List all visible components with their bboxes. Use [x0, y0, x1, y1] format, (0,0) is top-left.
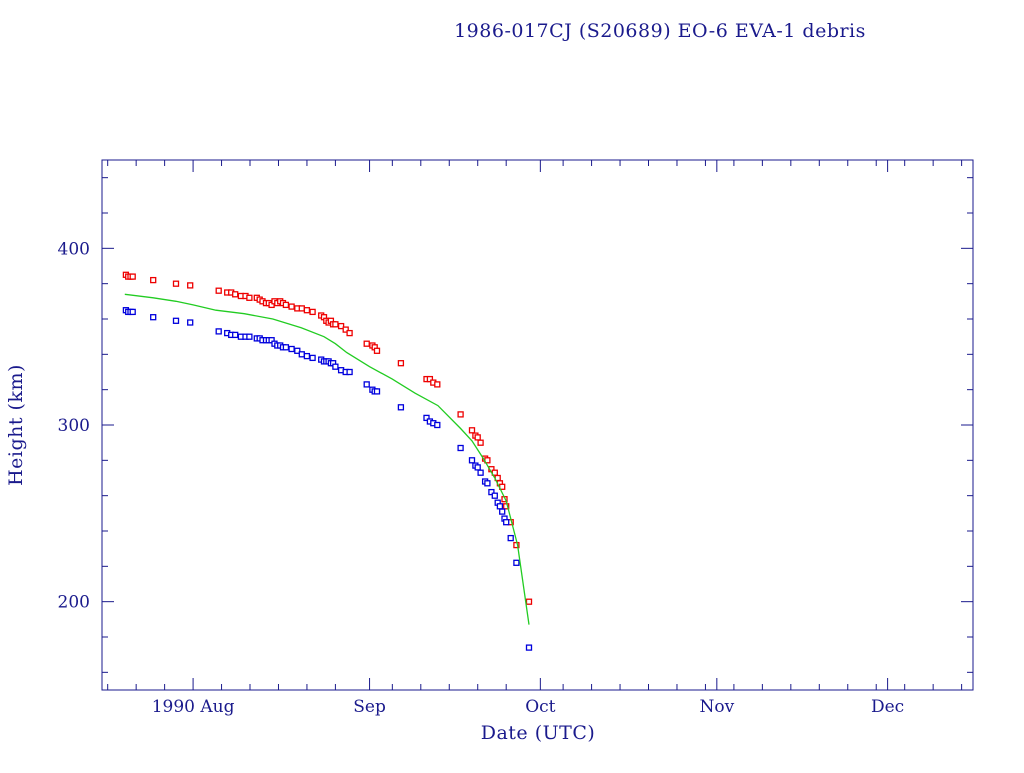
x-axis-label: Date (UTC)	[481, 722, 596, 744]
data-point-apogee	[503, 503, 510, 510]
data-point-perigee	[484, 480, 491, 487]
x-tick-label: 1990 Aug	[152, 697, 235, 717]
series-perigee	[122, 307, 533, 651]
data-point-perigee	[246, 333, 253, 340]
data-point-perigee	[363, 381, 370, 388]
y-tick-label: 400	[58, 239, 90, 259]
data-point-apogee	[346, 329, 353, 337]
series-layer	[122, 271, 533, 651]
data-point-perigee	[499, 508, 506, 515]
data-point-perigee	[525, 644, 533, 651]
data-point-perigee	[288, 345, 295, 353]
y-axis-label: Height (km)	[5, 364, 27, 486]
data-point-apogee	[150, 276, 157, 284]
data-point-perigee	[309, 354, 316, 362]
x-tick-label: Sep	[353, 697, 386, 717]
data-point-perigee	[513, 559, 520, 566]
data-point-apogee	[342, 326, 349, 333]
data-point-apogee	[303, 307, 311, 314]
data-point-apogee	[232, 291, 239, 298]
data-point-perigee	[232, 331, 239, 339]
data-point-apogee	[363, 340, 370, 347]
axis-ticks	[102, 160, 973, 690]
data-point-perigee	[298, 351, 305, 358]
x-tick-label: Nov	[699, 697, 734, 717]
data-point-apogee	[474, 434, 481, 441]
data-point-apogee	[397, 360, 405, 367]
chart-title: 1986-017CJ (S20689) EO-6 EVA-1 debris	[454, 20, 866, 42]
data-point-apogee	[298, 305, 305, 312]
series-line-mean-height	[124, 293, 530, 625]
series-mean-height	[124, 293, 530, 625]
data-point-perigee	[332, 363, 339, 370]
y-tick-label: 300	[58, 416, 90, 436]
x-tick-label: Oct	[525, 697, 555, 717]
data-point-perigee	[397, 404, 405, 411]
data-point-perigee	[303, 352, 311, 360]
data-point-perigee	[507, 534, 514, 542]
data-point-apogee	[172, 280, 180, 287]
data-point-apogee	[309, 308, 316, 316]
series-apogee	[122, 271, 533, 605]
data-point-apogee	[246, 294, 253, 301]
data-point-perigee	[468, 457, 476, 464]
data-point-apogee	[373, 347, 381, 354]
data-point-perigee	[150, 314, 157, 321]
data-point-perigee	[496, 503, 504, 510]
data-point-apogee	[215, 287, 222, 294]
data-point-apogee	[282, 301, 290, 309]
data-point-perigee	[172, 317, 180, 324]
data-point-perigee	[457, 444, 464, 452]
data-point-apogee	[332, 321, 339, 328]
data-point-perigee	[491, 492, 498, 499]
data-point-perigee	[488, 488, 495, 496]
data-point-apogee	[288, 303, 295, 310]
data-point-apogee	[457, 411, 464, 418]
y-tick-label: 200	[58, 593, 90, 613]
data-point-perigee	[423, 414, 430, 422]
data-point-apogee	[525, 598, 533, 605]
data-point-apogee	[426, 375, 434, 383]
data-point-perigee	[477, 469, 484, 476]
x-tick-labels: 1990 Aug Sep Oct Nov Dec	[152, 697, 905, 717]
data-point-perigee	[503, 519, 510, 526]
data-point-apogee	[468, 427, 476, 434]
data-point-perigee	[294, 347, 301, 354]
data-point-apogee	[477, 439, 484, 446]
data-point-apogee	[434, 381, 441, 388]
data-point-perigee	[373, 388, 381, 395]
data-point-apogee	[337, 322, 345, 330]
data-point-perigee	[129, 308, 136, 316]
data-point-perigee	[434, 421, 441, 429]
data-point-perigee	[346, 368, 353, 376]
data-point-perigee	[215, 328, 222, 335]
data-point-perigee	[474, 464, 481, 471]
data-point-apogee	[187, 282, 194, 289]
data-point-perigee	[282, 344, 290, 351]
data-point-perigee	[187, 319, 194, 326]
y-tick-labels: 200 300 400	[58, 239, 90, 612]
data-point-apogee	[129, 273, 136, 280]
x-tick-label: Dec	[871, 697, 904, 717]
